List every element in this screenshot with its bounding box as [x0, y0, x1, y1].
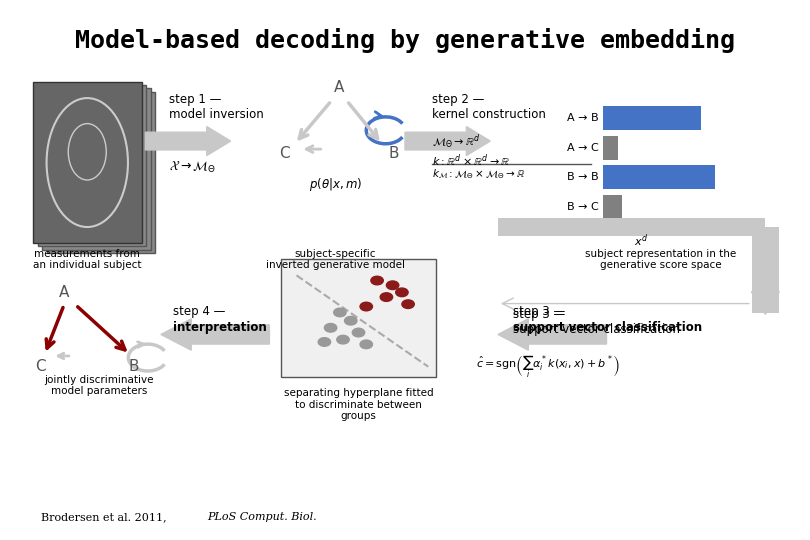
Circle shape [402, 300, 414, 308]
Text: $\mathcal{X} \rightarrow \mathcal{M}_\Theta$: $\mathcal{X} \rightarrow \mathcal{M}_\Th… [168, 160, 215, 176]
Text: step 2 —
kernel construction: step 2 — kernel construction [432, 93, 546, 121]
FancyBboxPatch shape [281, 259, 436, 377]
FancyBboxPatch shape [603, 136, 618, 160]
Text: C: C [279, 146, 290, 161]
Circle shape [337, 335, 349, 344]
FancyBboxPatch shape [603, 106, 701, 130]
Text: $k_\mathcal{M}: \mathcal{M}_\Theta \times \mathcal{M}_\Theta \rightarrow \mathbb: $k_\mathcal{M}: \mathcal{M}_\Theta \time… [432, 168, 526, 181]
Text: B → B: B → B [567, 172, 599, 183]
Circle shape [371, 276, 383, 285]
Text: measurements from
an individual subject: measurements from an individual subject [33, 248, 142, 270]
Circle shape [360, 302, 373, 311]
FancyArrow shape [405, 126, 490, 156]
Circle shape [324, 323, 337, 332]
FancyBboxPatch shape [33, 82, 142, 243]
Text: $\mathcal{M}_\Theta \rightarrow \mathbb{R}^d$: $\mathcal{M}_\Theta \rightarrow \mathbb{… [432, 133, 480, 151]
Text: Brodersen et al. 2011,: Brodersen et al. 2011, [40, 512, 170, 523]
Text: $\hat{c} = \mathrm{sgn}\left(\sum_i \alpha_i^* k(x_i, x) + b^*\right)$: $\hat{c} = \mathrm{sgn}\left(\sum_i \alp… [476, 353, 620, 380]
FancyBboxPatch shape [42, 89, 151, 249]
Text: interpretation: interpretation [173, 321, 266, 334]
Text: B: B [388, 146, 399, 161]
FancyArrow shape [498, 319, 607, 350]
Text: $x^d$: $x^d$ [634, 232, 649, 249]
FancyArrow shape [161, 319, 270, 350]
Text: step 4 —: step 4 — [173, 305, 225, 318]
Text: C: C [36, 359, 46, 374]
Text: step 1 —
model inversion: step 1 — model inversion [168, 93, 263, 121]
Text: support vector classification: support vector classification [514, 321, 702, 334]
Text: subject-specific
inverted generative model: subject-specific inverted generative mod… [266, 248, 405, 270]
Text: B: B [129, 359, 139, 374]
Circle shape [352, 328, 365, 337]
FancyArrow shape [145, 126, 231, 156]
Circle shape [334, 308, 346, 317]
Text: step 3 —
support vector classification: step 3 — support vector classification [514, 308, 680, 335]
Text: A → B: A → B [567, 113, 599, 123]
FancyBboxPatch shape [603, 165, 714, 190]
Text: jointly discriminative
model parameters: jointly discriminative model parameters [44, 375, 154, 396]
FancyBboxPatch shape [498, 218, 765, 237]
FancyBboxPatch shape [37, 85, 146, 246]
Text: $k: \mathbb{R}^d \times \mathbb{R}^d \rightarrow \mathbb{R}$: $k: \mathbb{R}^d \times \mathbb{R}^d \ri… [432, 153, 510, 170]
Circle shape [396, 288, 408, 296]
Circle shape [386, 281, 399, 289]
Text: A → C: A → C [567, 143, 599, 153]
Text: step 3 —: step 3 — [514, 305, 565, 318]
FancyBboxPatch shape [752, 227, 779, 313]
Text: $p(\theta|x,m)$: $p(\theta|x,m)$ [309, 176, 362, 193]
Text: PLoS Comput. Biol.: PLoS Comput. Biol. [207, 512, 317, 523]
Circle shape [380, 293, 393, 301]
Text: A: A [334, 80, 344, 96]
Text: B → C: B → C [567, 202, 599, 212]
Circle shape [360, 340, 373, 349]
FancyBboxPatch shape [603, 195, 622, 219]
FancyArrow shape [752, 234, 779, 314]
Circle shape [344, 316, 357, 325]
Text: Model-based decoding by generative embedding: Model-based decoding by generative embed… [75, 28, 735, 53]
FancyBboxPatch shape [47, 92, 156, 253]
Text: separating hyperplane fitted
to discriminate between
groups: separating hyperplane fitted to discrimi… [284, 388, 433, 421]
Text: A: A [59, 285, 69, 300]
Text: subject representation in the
generative score space: subject representation in the generative… [585, 248, 736, 270]
Circle shape [318, 338, 330, 346]
